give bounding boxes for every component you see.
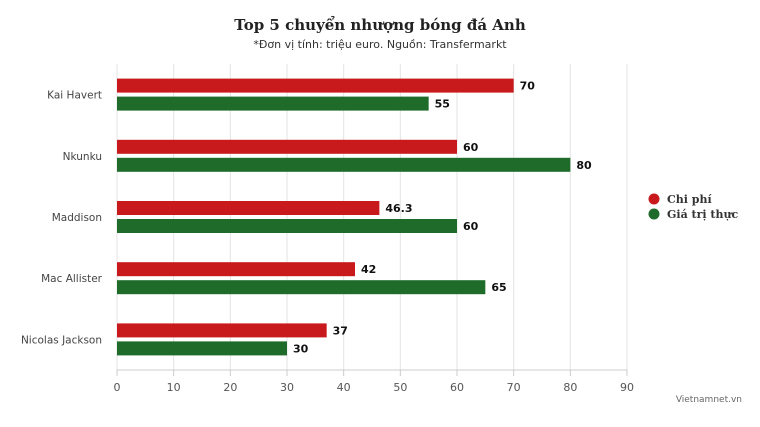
bar-gia-tri-thuc [117,341,287,356]
chart-subtitle: *Đơn vị tính: triệu euro. Nguồn: Transfe… [253,38,507,51]
category-label: Maddison [52,212,102,224]
data-label: 42 [361,263,376,276]
bar-gia-tri-thuc [117,96,429,111]
bar-gia-tri-thuc [117,157,571,172]
data-label: 37 [333,324,348,337]
bar-chi-phi [117,262,355,277]
x-tick-label: 70 [507,381,521,394]
x-axis-ticks: 0 10 20 30 40 50 60 70 80 90 [114,369,634,394]
legend-marker [648,193,660,205]
source-credit: Vietnamnet.vn [675,395,742,405]
category-label: Mac Allister [41,273,103,285]
data-label: 70 [520,80,536,93]
bar-gia-tri-thuc [117,280,486,295]
bar-chi-phi [117,78,514,93]
category-label: Nkunku [63,151,102,163]
legend: Chi phí Giá trị thực [648,193,738,221]
x-tick-label: 30 [280,381,294,394]
x-tick-label: 0 [114,381,121,394]
data-label: 80 [576,159,592,172]
bar-gia-tri-thuc [117,219,457,233]
bars: 70 55 60 80 46.3 60 42 65 37 30 [117,78,592,356]
bar-chi-phi [117,139,457,154]
x-tick-label: 20 [223,381,237,394]
legend-marker [648,208,660,220]
data-label: 30 [293,342,309,355]
bar-chi-phi [117,323,327,338]
x-tick-label: 80 [563,381,577,394]
x-tick-label: 60 [450,381,464,394]
legend-label: Giá trị thực [667,208,738,221]
category-label: Kai Havert [47,90,102,102]
x-tick-label: 90 [620,381,634,394]
data-label: 55 [435,98,450,111]
x-tick-label: 50 [393,381,407,394]
bar-chi-phi [117,201,380,215]
category-label: Nicolas Jackson [21,334,102,346]
data-label: 65 [491,281,506,294]
data-label: 60 [463,220,479,233]
data-label: 60 [463,141,479,154]
data-label: 46.3 [385,202,412,215]
category-labels: Kai Havert Nkunku Maddison Mac Allister Nico… [21,90,103,347]
x-tick-label: 10 [167,381,181,394]
chart-title: Top 5 chuyển nhượng bóng đá Anh [234,16,526,34]
x-tick-label: 40 [337,381,351,394]
grid-lines [116,64,628,370]
legend-label: Chi phí [667,193,712,206]
